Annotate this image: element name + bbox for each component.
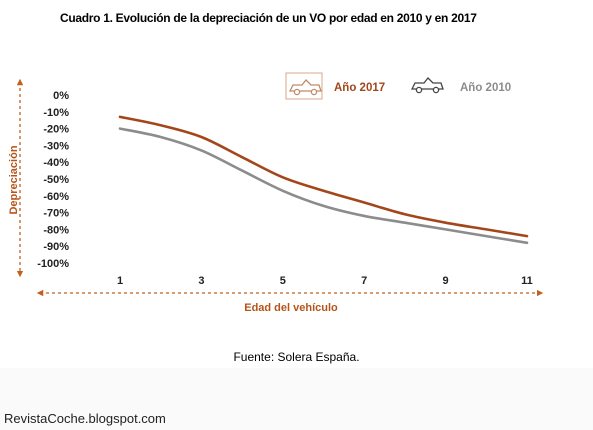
x-tick-label: 1 [117, 275, 123, 287]
y-tick-label: -100% [37, 258, 69, 270]
x-tick-label: 9 [443, 275, 449, 287]
y-tick-label: -20% [43, 124, 69, 136]
series-line [118, 127, 529, 245]
watermark: RevistaCoche.blogspot.com [4, 411, 166, 426]
chart-title: Cuadro 1. Evolución de la depreciación d… [60, 11, 477, 25]
y-axis-title: Depreciación [8, 145, 20, 214]
legend-item: Año 2010 [410, 77, 511, 94]
car-icon [410, 77, 444, 94]
car-icon [285, 72, 323, 100]
series-line [118, 115, 529, 238]
y-tick-label: -50% [43, 174, 69, 186]
y-tick-label: -80% [43, 224, 69, 236]
watermark-band [0, 368, 593, 430]
y-tick-label: 0% [53, 90, 69, 102]
y-tick-label: -60% [43, 191, 69, 203]
legend-label: Año 2010 [460, 82, 511, 94]
x-tick-label: 7 [361, 275, 367, 287]
line-chart: 0% -10% -20% -30% -40% -50% -60% -70% -80% -90% -1… [8, 72, 544, 314]
x-tick-label: 5 [280, 275, 286, 287]
y-tick-label: -40% [43, 157, 69, 169]
x-tick-label: 3 [198, 275, 204, 287]
legend-label: Año 2017 [334, 82, 385, 94]
y-tick-label: -70% [43, 208, 69, 220]
y-tick-label: -10% [43, 107, 69, 119]
y-tick-label: -90% [43, 241, 69, 253]
x-tick-label: 11 [521, 275, 533, 287]
y-tick-label: -30% [43, 140, 69, 152]
source-note: Fuente: Solera España. [233, 350, 360, 364]
x-axis-title: Edad del vehículo [244, 302, 338, 314]
legend-item: Año 2017 [285, 72, 385, 100]
